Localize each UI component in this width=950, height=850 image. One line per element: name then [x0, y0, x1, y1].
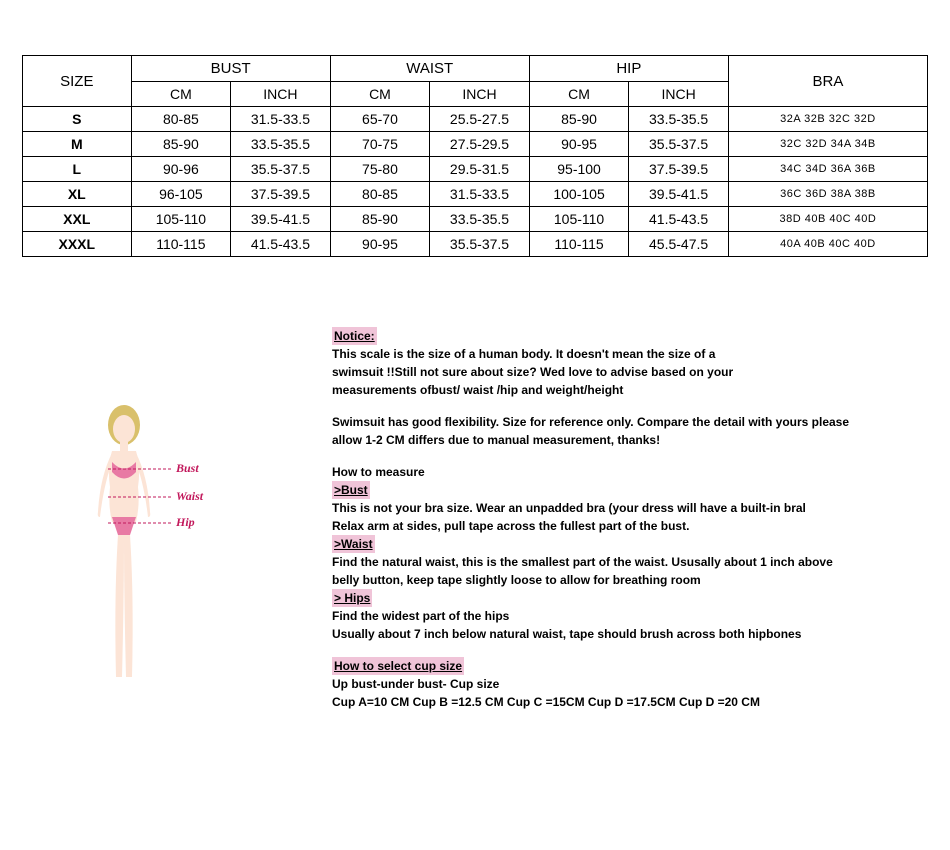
table-row: XXXL110-11541.5-43.590-9535.5-37.5110-11… [23, 232, 928, 257]
table-row: S80-8531.5-33.565-7025.5-27.585-9033.5-3… [23, 107, 928, 132]
cell-bust_cm: 96-105 [131, 182, 231, 207]
header-waist-inch: INCH [430, 82, 530, 107]
cell-hip_in: 41.5-43.5 [629, 207, 729, 232]
notes-section: Notice: This scale is the size of a huma… [242, 327, 928, 725]
notice-text: measurements ofbust/ waist /hip and weig… [332, 383, 623, 397]
header-size: SIZE [23, 56, 132, 107]
header-waist: WAIST [330, 56, 529, 82]
cell-hip_in: 39.5-41.5 [629, 182, 729, 207]
figure-label-waist: Waist [176, 489, 204, 503]
cell-waist_cm: 65-70 [330, 107, 430, 132]
header-waist-cm: CM [330, 82, 430, 107]
cell-waist_cm: 85-90 [330, 207, 430, 232]
cell-size: XXL [23, 207, 132, 232]
cell-bust_in: 31.5-33.5 [231, 107, 331, 132]
cell-hip_in: 45.5-47.5 [629, 232, 729, 257]
table-row: L90-9635.5-37.575-8029.5-31.595-10037.5-… [23, 157, 928, 182]
cell-hip_cm: 85-90 [529, 107, 629, 132]
table-row: XXL105-11039.5-41.585-9033.5-35.5105-110… [23, 207, 928, 232]
hips-text: Usually about 7 inch below natural waist… [332, 627, 801, 641]
cup-text: Cup A=10 CM Cup B =12.5 CM Cup C =15CM C… [332, 695, 760, 709]
cell-size: XL [23, 182, 132, 207]
cup-heading: How to select cup size [332, 657, 464, 675]
cell-hip_cm: 105-110 [529, 207, 629, 232]
cell-waist_in: 27.5-29.5 [430, 132, 530, 157]
header-bust-cm: CM [131, 82, 231, 107]
figure-label-bust: Bust [175, 461, 199, 475]
cell-bust_cm: 110-115 [131, 232, 231, 257]
cell-bust_cm: 85-90 [131, 132, 231, 157]
cell-bust_in: 39.5-41.5 [231, 207, 331, 232]
cell-hip_cm: 90-95 [529, 132, 629, 157]
flex-text: allow 1-2 CM differs due to manual measu… [332, 433, 660, 447]
cell-hip_cm: 95-100 [529, 157, 629, 182]
cell-waist_in: 33.5-35.5 [430, 207, 530, 232]
bust-heading: >Bust [332, 481, 370, 499]
cell-waist_in: 29.5-31.5 [430, 157, 530, 182]
cell-hip_in: 33.5-35.5 [629, 107, 729, 132]
header-hip-inch: INCH [629, 82, 729, 107]
cell-waist_in: 25.5-27.5 [430, 107, 530, 132]
howto-heading: How to measure [332, 465, 425, 479]
header-bra: BRA [728, 56, 927, 107]
hips-text: Find the widest part of the hips [332, 609, 509, 623]
waist-text: Find the natural waist, this is the smal… [332, 555, 833, 569]
cell-bra: 32A 32B 32C 32D [728, 107, 927, 132]
cell-bra: 40A 40B 40C 40D [728, 232, 927, 257]
cell-bust_in: 41.5-43.5 [231, 232, 331, 257]
cell-waist_in: 31.5-33.5 [430, 182, 530, 207]
figure-label-hip: Hip [175, 515, 195, 529]
cell-size: M [23, 132, 132, 157]
cell-hip_cm: 110-115 [529, 232, 629, 257]
cell-bust_in: 37.5-39.5 [231, 182, 331, 207]
cell-bra: 32C 32D 34A 34B [728, 132, 927, 157]
bust-text: This is not your bra size. Wear an unpad… [332, 501, 806, 515]
cell-size: XXXL [23, 232, 132, 257]
cell-bust_in: 35.5-37.5 [231, 157, 331, 182]
table-row: XL96-10537.5-39.580-8531.5-33.5100-10539… [23, 182, 928, 207]
flex-text: Swimsuit has good flexibility. Size for … [332, 415, 849, 429]
header-bust: BUST [131, 56, 330, 82]
body-figure: Bust Waist Hip [72, 327, 242, 725]
cup-text: Up bust-under bust- Cup size [332, 677, 499, 691]
cell-bust_cm: 105-110 [131, 207, 231, 232]
cell-hip_in: 37.5-39.5 [629, 157, 729, 182]
cell-waist_cm: 75-80 [330, 157, 430, 182]
waist-text: belly button, keep tape slightly loose t… [332, 573, 701, 587]
notice-text: This scale is the size of a human body. … [332, 347, 715, 361]
cell-bust_cm: 80-85 [131, 107, 231, 132]
bust-text: Relax arm at sides, pull tape across the… [332, 519, 689, 533]
cell-waist_cm: 90-95 [330, 232, 430, 257]
header-bust-inch: INCH [231, 82, 331, 107]
hips-heading: > Hips [332, 589, 372, 607]
notice-text: swimsuit !!Still not sure about size? We… [332, 365, 733, 379]
cell-bust_in: 33.5-35.5 [231, 132, 331, 157]
cell-bra: 34C 34D 36A 36B [728, 157, 927, 182]
table-row: M85-9033.5-35.570-7527.5-29.590-9535.5-3… [23, 132, 928, 157]
waist-heading: >Waist [332, 535, 375, 553]
cell-waist_in: 35.5-37.5 [430, 232, 530, 257]
cell-bra: 38D 40B 40C 40D [728, 207, 927, 232]
header-hip: HIP [529, 56, 728, 82]
cell-waist_cm: 80-85 [330, 182, 430, 207]
cell-bust_cm: 90-96 [131, 157, 231, 182]
header-hip-cm: CM [529, 82, 629, 107]
cell-bra: 36C 36D 38A 38B [728, 182, 927, 207]
size-chart-table: SIZE BUST WAIST HIP BRA CM INCH CM INCH … [22, 55, 928, 257]
cell-waist_cm: 70-75 [330, 132, 430, 157]
cell-size: S [23, 107, 132, 132]
cell-hip_in: 35.5-37.5 [629, 132, 729, 157]
cell-hip_cm: 100-105 [529, 182, 629, 207]
notice-heading: Notice: [332, 327, 377, 345]
cell-size: L [23, 157, 132, 182]
